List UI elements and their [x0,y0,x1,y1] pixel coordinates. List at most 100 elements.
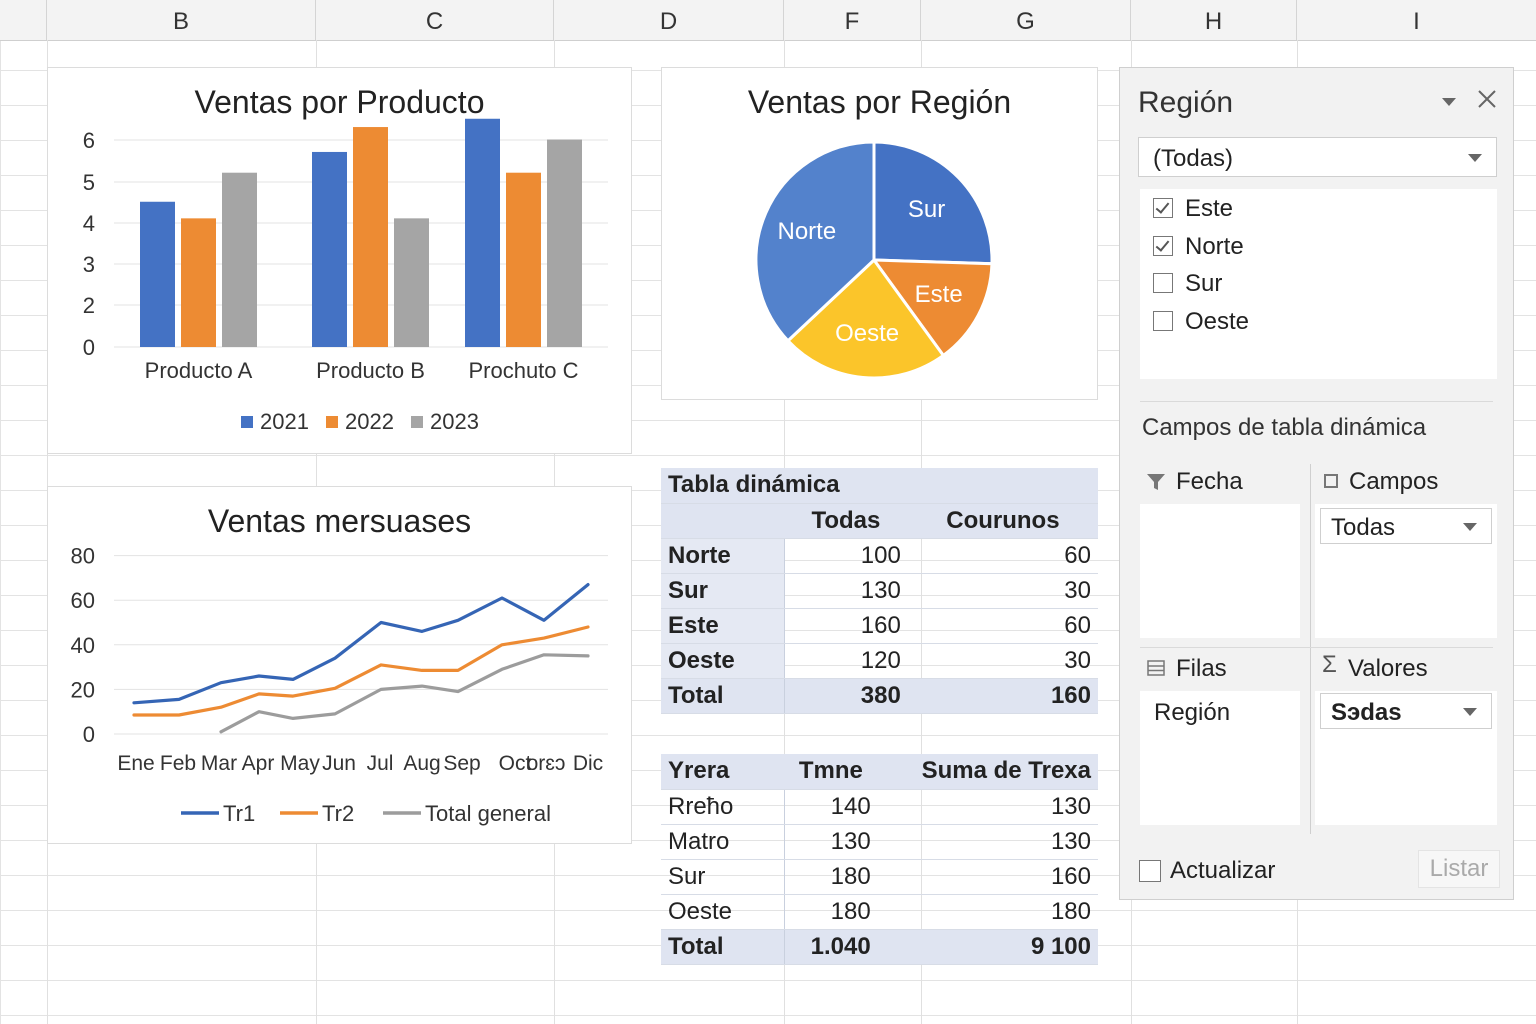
table-row[interactable]: Rreћo 140 130 [661,789,1098,825]
pie-slice [785,257,946,380]
bar [181,218,216,347]
x-tick-label: Mar [201,752,237,775]
corner-cell[interactable] [0,0,47,40]
chevron-down-icon [1463,523,1477,531]
column-header-bar: B C D F G H I [0,0,1536,41]
pivot-table-sum: Yrera Tmne Suma de Trexa Rreћo 140 130 M… [661,754,1098,965]
slicer-item-sur[interactable]: Sur [1185,270,1223,297]
total-row[interactable]: Total 1.040 9 100 [661,928,1098,965]
cell-value: 130 [877,824,1098,860]
pivot-header-tmne[interactable]: Tmne [784,754,878,790]
bar [465,118,500,347]
x-tick-label: Aug [403,752,440,775]
filters-drop-zone[interactable] [1140,504,1300,638]
update-label[interactable]: Actualizar [1170,857,1276,884]
bar-chart-title: Ventas por Producto [194,84,485,120]
divider [1140,647,1493,648]
table-row[interactable]: Norte 100 60 [661,538,1098,574]
rows-drop-zone[interactable] [1140,691,1300,825]
region-dropdown[interactable]: (Todas) [1138,137,1497,177]
pie-chart-title: Ventas por Región [747,84,1012,120]
update-checkbox[interactable] [1139,860,1161,882]
table-row[interactable]: Matro 130 130 [661,824,1098,860]
slicer-item-este[interactable]: Este [1185,195,1234,222]
checkbox-norte[interactable] [1153,236,1173,256]
close-icon[interactable] [1477,89,1497,109]
table-row[interactable]: Oeste 120 30 [661,643,1098,679]
column-header-b[interactable]: B [47,0,316,40]
cell-value: 30 [907,573,1098,609]
pie-slice-label: Oeste [835,320,899,347]
divider [1140,401,1493,402]
values-field-value: Sэdas [1331,699,1402,726]
column-header-d[interactable]: D [554,0,784,40]
x-tick-label: Ene [117,752,154,775]
column-header-h[interactable]: H [1131,0,1297,40]
column-header-c[interactable]: C [316,0,554,40]
line-series [219,653,590,734]
column-header-f[interactable]: F [784,0,921,40]
legend-swatch [241,416,253,428]
pie-slice [754,140,876,343]
row-label: Sur [661,859,785,895]
legend-entry: 2023 [430,409,479,434]
pie-chart-panel[interactable]: Ventas por Región Sur Este Oeste Norte [661,67,1098,400]
y-tick-label: 6 [83,128,95,153]
table-row[interactable]: Sur 130 30 [661,573,1098,609]
filters-area-label: Fecha [1176,468,1243,495]
row-label: Oeste [661,894,785,930]
total-value: 380 [784,677,908,714]
slicer-item-oeste[interactable]: Oeste [1185,308,1250,335]
column-header-i[interactable]: I [1413,8,1420,35]
checkbox-este[interactable] [1153,198,1173,218]
columns-field-value: Todas [1331,514,1396,541]
table-row[interactable]: Este 160 60 [661,608,1098,644]
chevron-down-icon[interactable] [1442,98,1456,106]
legend-swatch [326,416,338,428]
bar [140,201,175,347]
row-label: Sur [661,573,785,609]
rows-area-label: Filas [1176,655,1227,682]
legend-entry: Total general [425,801,551,826]
total-value: 9 100 [877,928,1098,965]
pie-chart: Sur Este Oeste Norte [754,140,994,380]
bar-chart-panel[interactable]: Ventas por Producto 0 2 3 4 5 6 Producto A Prod… [47,67,632,454]
values-field-dropdown[interactable]: Sэdas [1320,693,1492,729]
rows-field-item[interactable]: Región [1154,699,1231,726]
line-chart-panel[interactable]: Ventas mersuases 0 20 40 60 80 Ene Feb Mar Apr Ma… [47,486,632,844]
x-tick-label: May [280,752,320,775]
cell-value: 160 [784,608,908,644]
checkbox-sur[interactable] [1153,273,1173,293]
list-button[interactable]: Listar [1418,850,1500,888]
column-header-g[interactable]: G [921,0,1131,40]
x-tick-label: Jul [367,752,394,775]
total-row[interactable]: Total 380 160 [661,677,1098,714]
legend-entry: Tr1 [223,801,255,826]
table-row[interactable]: Sur 180 160 [661,859,1098,895]
table-row[interactable]: Oeste 180 180 [661,894,1098,930]
pivot-header-courunos[interactable]: Courunos [907,503,1098,539]
line-series [132,625,590,717]
pie-slice-label: Sur [908,196,945,223]
y-tick-label: 60 [71,588,95,613]
cell-value: 180 [784,859,878,895]
cell-value: 30 [907,643,1098,679]
total-label: Total [661,677,785,714]
pivot-header-row: Yrera Tmne Suma de Trexa [661,754,1098,790]
y-tick-label: 5 [83,170,95,195]
slicer-item-norte[interactable]: Norte [1185,233,1244,260]
x-tick-label: Sep [443,752,480,775]
pivot-title: Tabla dinámica [661,468,1098,504]
columns-field-dropdown[interactable]: Todas [1320,508,1492,544]
row-label: Rreћo [661,789,785,825]
row-label: Este [661,608,785,644]
y-tick-label: 0 [83,722,95,747]
pivot-header-todas[interactable]: Todas [784,503,908,539]
row-label: Norte [661,538,785,574]
pivot-header-yrera[interactable]: Yrera [661,754,784,790]
filter-icon [1147,474,1165,490]
region-dropdown-value: (Todas) [1153,145,1234,172]
pivot-header-suma[interactable]: Suma de Trexa [877,754,1098,790]
cell-value: 100 [784,538,908,574]
checkbox-oeste[interactable] [1153,311,1173,331]
